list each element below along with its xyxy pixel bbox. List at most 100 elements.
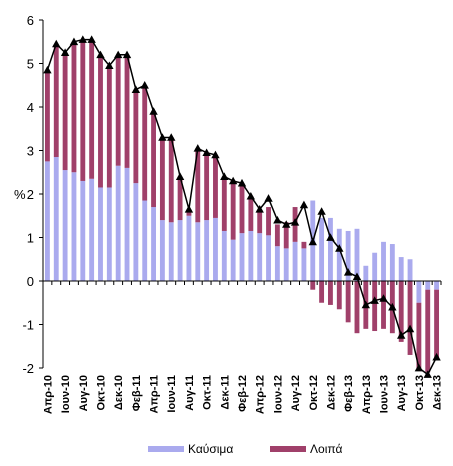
- bar-fuels: [124, 167, 130, 281]
- bar-fuels: [416, 281, 422, 303]
- line-marker: [105, 61, 114, 70]
- bar-fuels: [53, 157, 59, 281]
- x-tick-label: Ιουν-12: [272, 375, 284, 413]
- bar-other: [301, 241, 307, 249]
- bar-other: [336, 281, 342, 310]
- bar-fuels: [434, 281, 440, 290]
- bar-other: [239, 183, 245, 234]
- legend-item-other: Λοιπά: [270, 441, 342, 457]
- line-marker: [397, 331, 406, 339]
- bar-fuels: [80, 180, 86, 281]
- line-marker: [158, 133, 167, 141]
- legend-swatch-other: [270, 446, 306, 452]
- x-tick-label: Απρ-13: [361, 375, 373, 414]
- line-marker: [43, 65, 52, 74]
- line-marker: [131, 85, 141, 93]
- bar-fuels: [89, 178, 95, 281]
- line-marker: [122, 50, 132, 59]
- line-marker: [175, 172, 185, 180]
- line-marker: [149, 107, 158, 115]
- line-marker: [237, 178, 247, 187]
- bar-other: [80, 39, 86, 181]
- labels-layer: -2 -1 0 1 2 3 4 5 6% Απρ-10 Ιουν-10 Αυγ-10 Οκτ-10 Δεκ…: [14, 13, 444, 414]
- x-tick-label: Οκτ-13: [414, 375, 426, 411]
- bar-other: [230, 180, 236, 240]
- bar-fuels: [98, 187, 103, 281]
- bar-other: [274, 224, 280, 247]
- y-tick-label: 2: [27, 187, 34, 202]
- x-tick-label: Οκτ-11: [202, 375, 214, 410]
- bar-fuels: [213, 217, 218, 281]
- bar-fuels: [328, 217, 333, 281]
- line-marker: [388, 302, 397, 311]
- line-marker: [379, 294, 388, 302]
- x-tick-label: Δεκ-11: [219, 375, 231, 410]
- bar-fuels: [354, 228, 360, 281]
- bar-other: [283, 222, 289, 249]
- line-marker: [423, 370, 432, 378]
- bar-other: [151, 111, 156, 208]
- bar-fuels: [274, 246, 280, 281]
- line-marker: [432, 352, 441, 361]
- x-tick-label: Οκτ-12: [308, 375, 320, 411]
- line-marker: [282, 220, 291, 228]
- bar-fuels: [186, 215, 192, 281]
- bar-fuels: [151, 207, 156, 281]
- bar-other: [53, 46, 59, 158]
- bar-other: [168, 137, 174, 223]
- line-marker: [343, 268, 353, 276]
- bar-fuels: [168, 222, 174, 281]
- line-marker: [405, 324, 415, 333]
- x-tick-label: Φεβ-13: [343, 375, 355, 412]
- bar-fuels: [62, 170, 68, 281]
- bar-other: [257, 211, 263, 234]
- bar-other: [44, 72, 50, 162]
- bar-fuels: [71, 172, 77, 281]
- line-marker: [370, 296, 379, 304]
- line-marker: [228, 176, 238, 185]
- bar-other: [115, 56, 121, 166]
- line-marker: [60, 48, 70, 56]
- bar-other: [221, 176, 227, 231]
- x-tick-label: Ιουν-11: [166, 375, 178, 413]
- line-marker: [140, 81, 149, 89]
- bar-other: [319, 281, 325, 303]
- bar-fuels: [248, 230, 254, 281]
- axes-layer: [39, 19, 442, 369]
- bar-other: [62, 54, 68, 171]
- bar-fuels: [159, 220, 165, 281]
- bar-fuels: [292, 241, 298, 281]
- bar-fuels: [319, 217, 325, 281]
- bar-fuels: [398, 257, 404, 281]
- bar-fuels: [363, 265, 369, 281]
- line-layer: [43, 35, 441, 378]
- bar-fuels: [381, 241, 386, 281]
- bar-fuels: [142, 200, 148, 281]
- bar-other: [425, 289, 431, 373]
- bar-fuels: [301, 248, 307, 281]
- bar-fuels: [336, 228, 342, 281]
- line-marker: [69, 37, 79, 46]
- bar-other: [345, 281, 351, 323]
- bar-other: [142, 87, 148, 201]
- line-marker: [96, 50, 105, 59]
- x-tick-label: Φεβ-12: [237, 375, 249, 412]
- bar-fuels: [239, 233, 245, 281]
- line-marker: [211, 150, 220, 159]
- bar-fuels: [425, 281, 431, 290]
- bar-other: [195, 148, 201, 223]
- line-marker: [317, 207, 326, 215]
- bar-other: [177, 176, 183, 221]
- bar-other: [372, 281, 378, 332]
- bar-other: [354, 281, 360, 334]
- line-marker: [414, 363, 424, 372]
- x-tick-label: Δεκ-10: [113, 375, 125, 410]
- bar-fuels: [345, 230, 351, 281]
- bar-fuels: [204, 220, 210, 281]
- bar-fuels: [407, 259, 413, 281]
- y-tick-label: 5: [27, 57, 34, 72]
- x-tick-label: Αυγ-12: [290, 375, 302, 411]
- y-tick-label: -1: [22, 318, 34, 333]
- bar-other: [89, 39, 95, 179]
